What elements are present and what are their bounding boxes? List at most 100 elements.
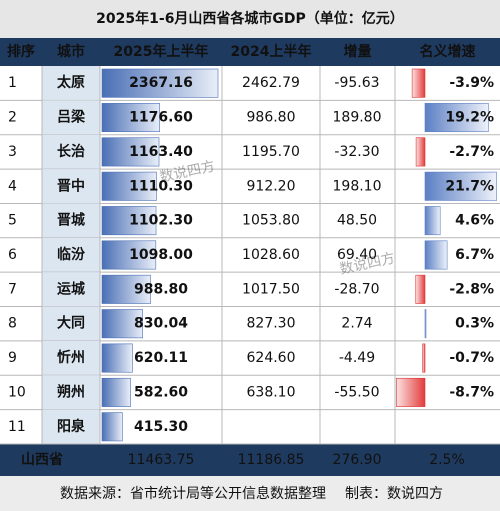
credit: 制表：数说四方	[345, 486, 443, 502]
growth-bar	[424, 206, 441, 236]
value-bar	[101, 103, 160, 133]
rank: 5	[8, 213, 17, 229]
header-cell: 增量	[344, 43, 372, 60]
value-bar	[101, 171, 157, 201]
value-2025: 1102.30	[129, 213, 193, 229]
growth: 21.7%	[445, 178, 494, 194]
value-2024: 638.10	[247, 384, 296, 400]
growth-bar	[395, 377, 426, 407]
city: 晋城	[57, 212, 85, 229]
header-cell: 名义增速	[420, 43, 476, 60]
value-2025: 2367.16	[129, 75, 193, 91]
growth: 19.2%	[445, 110, 494, 126]
increment: 189.80	[333, 110, 382, 126]
header-cell: 2025年上半年	[114, 43, 209, 60]
value-bar	[101, 206, 157, 236]
value-2024: 1017.50	[242, 281, 300, 297]
increment: -28.70	[334, 281, 379, 297]
rank: 9	[8, 350, 17, 366]
rank: 6	[8, 247, 17, 263]
growth-bar	[415, 137, 426, 167]
city-cell-bg	[42, 306, 100, 341]
rank: 3	[8, 144, 17, 160]
increment: 2.74	[341, 316, 372, 332]
growth-bar	[422, 343, 426, 373]
rank: 1	[8, 75, 17, 91]
value-2025: 1176.60	[129, 110, 193, 126]
increment: -55.50	[334, 384, 379, 400]
value-2025: 988.80	[134, 281, 188, 297]
value-2024: 1028.60	[242, 247, 300, 263]
growth: 4.6%	[455, 213, 494, 229]
city: 长治	[57, 143, 85, 160]
increment: 69.40	[337, 247, 377, 263]
value-2024: 986.80	[247, 110, 296, 126]
header-cell: 2024上半年	[231, 43, 312, 60]
title-bar	[0, 0, 500, 38]
city-cell-bg	[42, 375, 100, 410]
city-cell-bg	[42, 340, 100, 376]
city: 阳泉	[57, 418, 86, 435]
header-bar	[0, 38, 500, 66]
growth: -0.7%	[449, 350, 494, 366]
growth: -8.7%	[449, 384, 494, 400]
value-bar	[101, 343, 133, 373]
growth: -2.8%	[449, 281, 494, 297]
city: 吕梁	[57, 109, 86, 126]
city-cell-bg	[42, 409, 100, 444]
growth-bar	[424, 171, 497, 201]
city-cell-bg	[42, 203, 100, 238]
rank: 2	[8, 110, 17, 126]
value-2024: 1195.70	[242, 144, 300, 160]
growth-bar	[424, 103, 489, 133]
total-cell: 2.5%	[429, 452, 465, 468]
value-2025: 1098.00	[129, 247, 193, 263]
total-cell: 276.90	[333, 452, 382, 468]
growth: 0.3%	[455, 316, 494, 332]
value-bar	[101, 240, 157, 270]
value-2025: 582.60	[134, 384, 188, 400]
footer-bar	[0, 476, 500, 511]
value-2024: 827.30	[247, 316, 296, 332]
increment: -4.49	[339, 350, 375, 366]
city-cell-bg	[42, 66, 100, 101]
increment: -32.30	[334, 144, 379, 160]
city: 运城	[57, 280, 85, 297]
growth: -2.7%	[449, 144, 494, 160]
city: 大同	[57, 315, 85, 332]
growth: 6.7%	[455, 247, 494, 263]
value-2024: 1053.80	[242, 213, 300, 229]
growth-bar	[424, 309, 427, 339]
value-bar	[101, 274, 151, 304]
value-2025: 1163.40	[129, 144, 193, 160]
city-cell-bg	[42, 100, 100, 135]
total-cell: 11186.85	[238, 452, 305, 468]
rank: 4	[8, 178, 17, 194]
increment: 48.50	[337, 213, 377, 229]
source: 数据来源：省市统计局等公开信息数据整理	[60, 485, 326, 502]
value-2025: 1110.30	[129, 178, 193, 194]
city-cell-bg	[42, 272, 100, 307]
growth-bar	[411, 68, 426, 98]
increment: -95.63	[334, 75, 379, 91]
rank: 10	[8, 384, 26, 400]
total-cell: 山西省	[21, 451, 63, 468]
growth: -3.9%	[449, 75, 494, 91]
city: 朔州	[57, 383, 85, 400]
header-cell: 排序	[7, 43, 35, 60]
value-bar	[101, 68, 219, 98]
city: 临汾	[57, 246, 85, 263]
total-bar	[0, 444, 500, 476]
value-bar	[101, 412, 123, 442]
city: 太原	[57, 74, 85, 91]
city-cell-bg	[42, 134, 100, 170]
value-2025: 620.11	[134, 350, 188, 366]
city: 忻州	[57, 349, 85, 366]
growth-bar	[424, 240, 448, 270]
value-bar	[101, 309, 143, 339]
value-2025: 415.30	[134, 419, 188, 435]
city: 晋中	[57, 177, 85, 194]
title: 2025年1-6月山西省各城市GDP（单位：亿元）	[96, 10, 404, 27]
growth-bar	[415, 274, 426, 304]
